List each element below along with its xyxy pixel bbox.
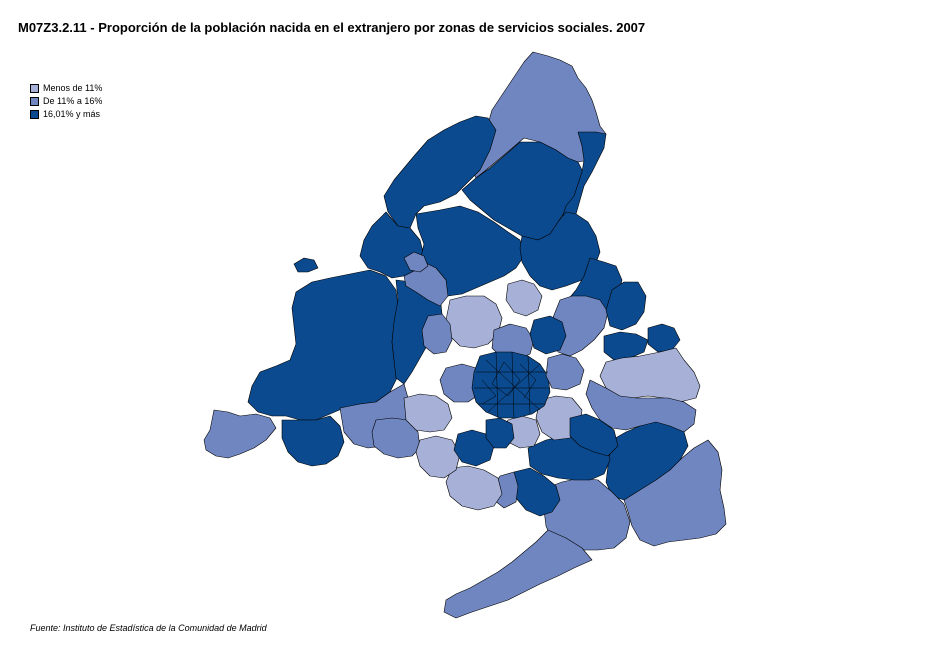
legend-label-low: Menos de 11%	[43, 83, 103, 93]
zone-south-light-2	[415, 435, 461, 479]
zone-core-southwest	[403, 393, 453, 433]
zone-core-s-dark	[485, 417, 515, 449]
zone-far-west	[247, 269, 399, 421]
core-subdivisions	[474, 351, 550, 419]
map-title: M07Z3.2.11 - Proporción de la población …	[18, 20, 646, 35]
legend-label-high: 16,01% y más	[43, 109, 101, 119]
map-source: Fuente: Instituto de Estadística de la C…	[30, 623, 267, 633]
zone-east-2	[605, 281, 647, 331]
legend-swatch-low	[30, 83, 39, 93]
legend-item-low: Menos de 11%	[30, 82, 102, 94]
zone-central-light-2	[505, 279, 543, 317]
zone-core-ne-dark	[529, 315, 567, 355]
legend-swatch-high	[30, 109, 39, 119]
zone-island	[293, 257, 319, 273]
zone-core-east-mid	[545, 353, 585, 391]
zone-nw-mid-2	[421, 313, 453, 355]
zone-southwest-4	[371, 417, 421, 459]
zone-core-east-dark	[569, 413, 619, 457]
legend-swatch-mid	[30, 96, 39, 106]
legend-item-high: 16,01% y más	[30, 108, 102, 120]
zone-core-north-mid	[491, 323, 535, 361]
legend-item-mid: De 11% a 16%	[30, 95, 102, 107]
zone-southwest-arm	[203, 409, 277, 459]
zone-south-tail	[443, 529, 593, 619]
map-legend: Menos de 11% De 11% a 16% 16,01% y más	[30, 82, 102, 121]
zone-core-sw-dark	[453, 429, 495, 467]
zone-north-small	[403, 251, 429, 273]
zone-south-light-1	[445, 465, 503, 511]
zone-east-4	[603, 331, 649, 361]
zone-east-3	[647, 323, 681, 353]
legend-label-mid: De 11% a 16%	[43, 96, 103, 106]
zone-southwest-2	[281, 415, 345, 467]
zone-southeast-2	[623, 439, 727, 547]
